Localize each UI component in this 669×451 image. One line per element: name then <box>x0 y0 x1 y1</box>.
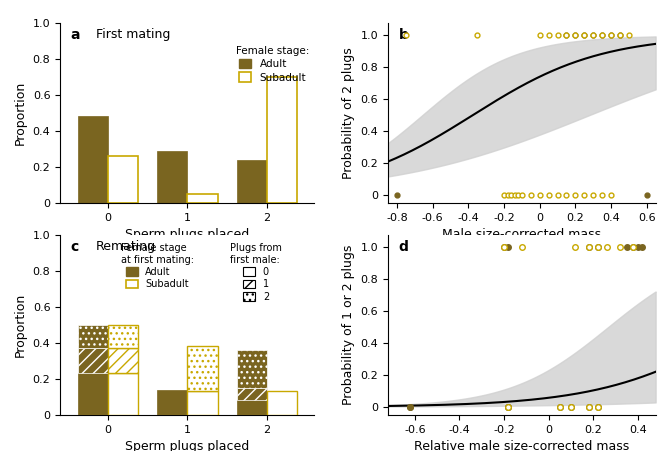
Bar <box>108 373 138 415</box>
Bar <box>237 350 267 388</box>
Text: First mating: First mating <box>96 28 170 41</box>
Legend: 0, 1, 2: 0, 1, 2 <box>230 243 282 302</box>
Text: b: b <box>399 28 409 42</box>
Text: c: c <box>70 240 79 254</box>
Bar <box>108 156 138 203</box>
Y-axis label: Proportion: Proportion <box>14 293 27 357</box>
Bar <box>237 160 267 203</box>
Bar <box>108 348 138 373</box>
Bar <box>78 116 108 203</box>
Text: d: d <box>399 240 409 254</box>
Bar <box>187 194 217 203</box>
Bar <box>157 390 187 415</box>
Bar <box>267 77 297 203</box>
X-axis label: Sperm plugs placed: Sperm plugs placed <box>125 228 250 241</box>
Bar <box>157 151 187 203</box>
Text: Remating: Remating <box>96 240 156 253</box>
Bar <box>187 346 217 391</box>
Text: a: a <box>70 28 80 42</box>
Bar <box>78 373 108 415</box>
X-axis label: Relative male size-corrected mass: Relative male size-corrected mass <box>414 440 630 451</box>
Bar <box>187 391 217 415</box>
X-axis label: Male size-corrected mass: Male size-corrected mass <box>442 228 601 241</box>
Y-axis label: Proportion: Proportion <box>14 81 27 145</box>
Bar <box>78 325 108 348</box>
Legend: Adult, Subadult: Adult, Subadult <box>236 46 309 83</box>
Bar <box>237 400 267 415</box>
Bar <box>237 388 267 400</box>
Y-axis label: Probability of 1 or 2 plugs: Probability of 1 or 2 plugs <box>342 244 355 405</box>
X-axis label: Sperm plugs placed: Sperm plugs placed <box>125 440 250 451</box>
Bar <box>108 325 138 348</box>
Bar <box>78 348 108 373</box>
Bar <box>267 391 297 415</box>
Y-axis label: Probability of 2 plugs: Probability of 2 plugs <box>342 47 355 179</box>
